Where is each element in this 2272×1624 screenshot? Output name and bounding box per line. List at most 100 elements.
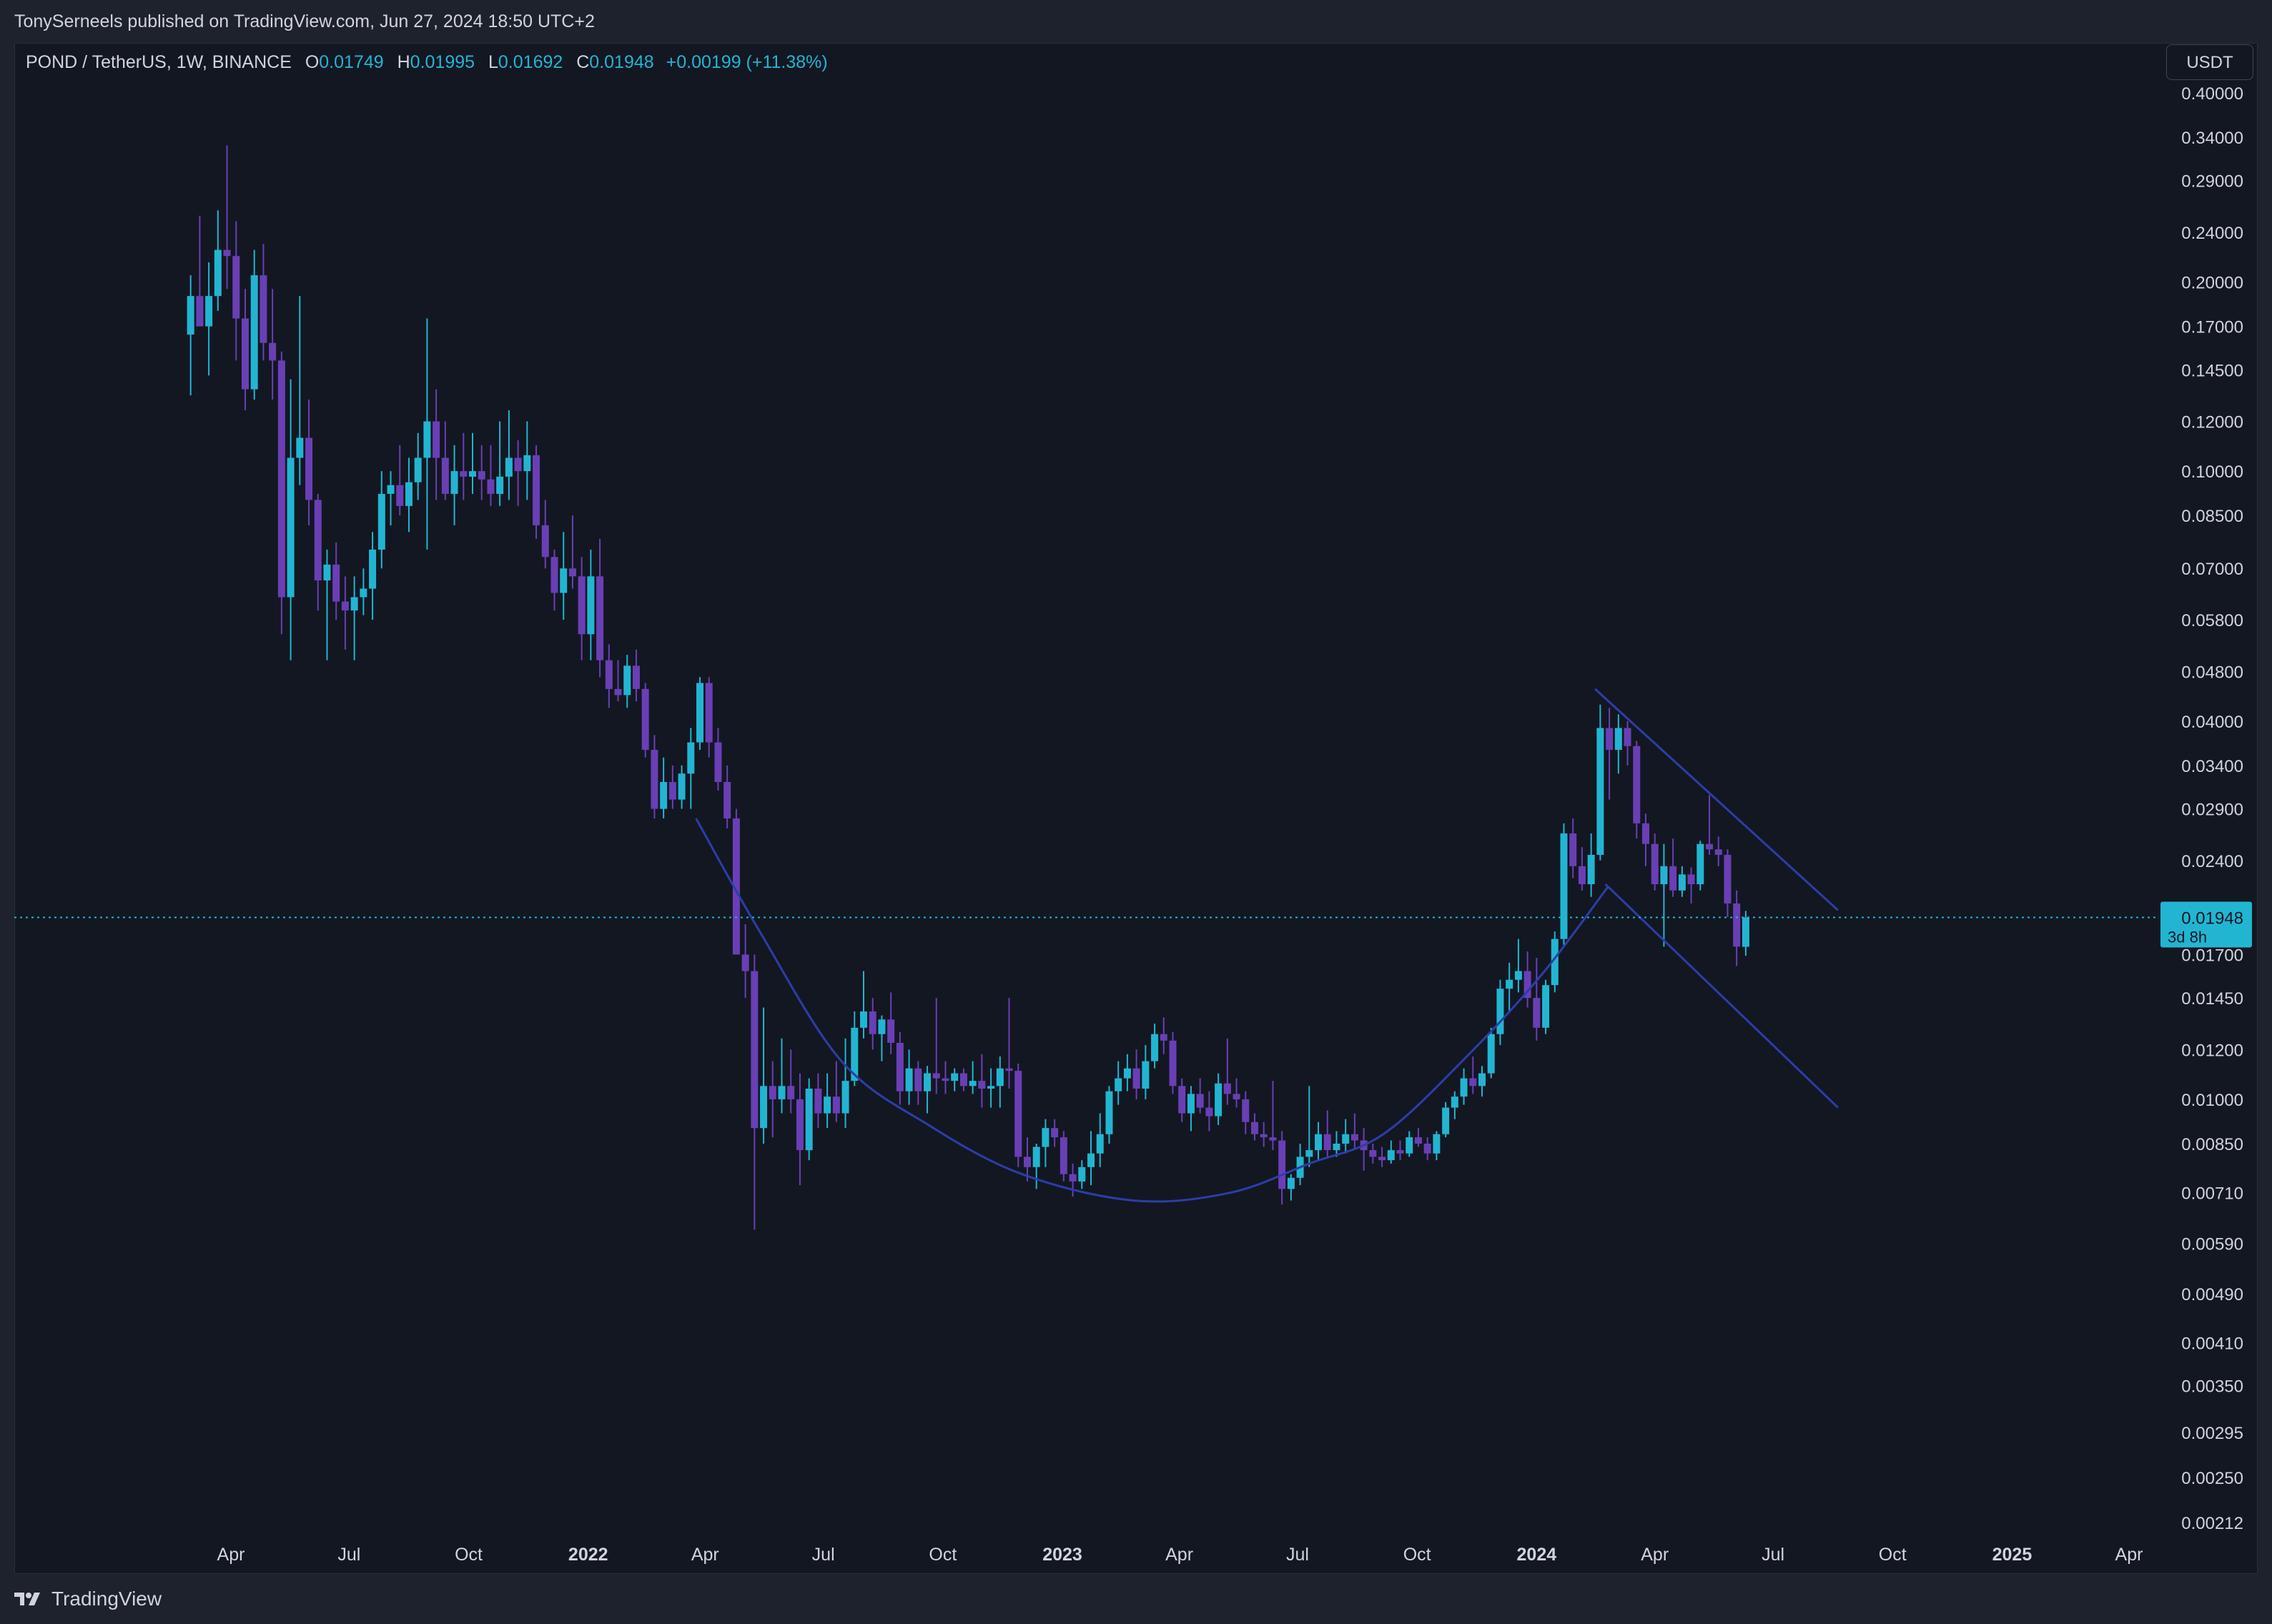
channel-upper-line	[1594, 688, 1839, 911]
candle-body	[1560, 833, 1568, 939]
candle-body	[1624, 728, 1631, 746]
candle-body	[305, 437, 313, 500]
candle-body	[223, 249, 231, 257]
y-axis-tick-label: 0.00250	[2181, 1469, 2243, 1488]
candle-body	[1687, 874, 1695, 885]
candle-body	[641, 688, 649, 751]
rounding-bottom-curve	[695, 818, 1609, 1203]
y-axis-tick-label: 0.03400	[2181, 757, 2243, 776]
candle-body	[814, 1088, 822, 1114]
y-axis-tick-label: 0.02900	[2181, 801, 2243, 820]
candle-body	[1423, 1143, 1431, 1154]
change-value: +0.00199 (+11.38%)	[666, 52, 828, 72]
candle-body	[660, 782, 668, 809]
candle-body	[860, 1011, 867, 1028]
y-axis-tick-label: 0.08500	[2181, 507, 2243, 526]
y-axis-tick-label: 0.01200	[2181, 1041, 2243, 1060]
footer: TradingView	[14, 1574, 162, 1624]
candle-body	[287, 457, 295, 598]
y-axis-tick-label: 0.29000	[2181, 172, 2243, 192]
published-text: TonySerneels published on TradingView.co…	[14, 11, 595, 31]
candle-body	[1023, 1157, 1031, 1167]
y-axis-tick-label: 0.05800	[2181, 611, 2243, 630]
candle-body	[987, 1086, 995, 1089]
candle-body	[1606, 728, 1614, 751]
candle-body	[951, 1073, 959, 1081]
candle-body	[1305, 1150, 1313, 1157]
candle-body	[1323, 1134, 1331, 1151]
candle-body	[696, 683, 704, 743]
candle-body	[187, 296, 194, 335]
x-axis-tick-label: Jul	[812, 1545, 835, 1565]
candle-body	[1278, 1140, 1286, 1189]
candle-body	[277, 360, 285, 598]
candle-body	[905, 1068, 913, 1091]
candle-body	[541, 525, 549, 558]
y-axis-tick-label: 0.10000	[2181, 462, 2243, 482]
candle-body	[560, 568, 568, 593]
candle-body	[705, 683, 713, 743]
candle-body	[1387, 1150, 1395, 1161]
candle-body	[1569, 833, 1577, 866]
candle-body	[1223, 1083, 1231, 1094]
footer-brand[interactable]: TradingView	[51, 1588, 162, 1610]
x-axis-tick-label: Oct	[1879, 1545, 1907, 1565]
candle-body	[1451, 1096, 1458, 1108]
candle-body	[1696, 843, 1704, 885]
candle-body	[1678, 874, 1686, 891]
candle-body	[878, 1019, 886, 1034]
y-axis-tick-label: 0.14500	[2181, 361, 2243, 380]
candle-body	[851, 1027, 859, 1081]
candle-body	[460, 471, 468, 477]
candle-body	[1469, 1078, 1477, 1086]
y-axis-tick-label: 0.17000	[2181, 318, 2243, 337]
candle-body	[1087, 1153, 1095, 1167]
candle-body	[869, 1011, 876, 1034]
candle-body	[1724, 854, 1732, 903]
candle-body	[1250, 1122, 1258, 1134]
candle-body	[1260, 1134, 1268, 1138]
candle-body	[1342, 1134, 1350, 1144]
candle-body	[1614, 728, 1622, 751]
high-label: H	[397, 52, 410, 72]
candle-body	[769, 1086, 776, 1099]
candle-body	[441, 457, 449, 494]
currency-button[interactable]: USDT	[2166, 44, 2253, 80]
high-value: 0.01995	[410, 52, 475, 72]
candle-body	[1169, 1040, 1177, 1086]
candle-body	[341, 601, 349, 611]
x-axis-tick-label: Oct	[455, 1545, 483, 1565]
candle-body	[323, 564, 331, 580]
last-price-tag	[2160, 901, 2252, 948]
candle-body	[932, 1073, 940, 1079]
x-axis-tick-label: 2024	[1517, 1545, 1557, 1565]
chart-pane[interactable]	[14, 43, 2258, 1574]
candle-body	[1651, 843, 1659, 885]
candle-body	[623, 665, 631, 695]
low-value: 0.01692	[498, 52, 563, 72]
candle-body	[450, 471, 458, 494]
candle-body	[469, 471, 477, 477]
candle-body	[751, 971, 759, 1129]
published-header: TonySerneels published on TradingView.co…	[0, 0, 2272, 43]
x-axis-tick-label: Apr	[217, 1545, 245, 1565]
y-axis-tick-label: 0.00710	[2181, 1184, 2243, 1204]
candle-body	[1742, 917, 1749, 947]
candle-body	[1233, 1094, 1240, 1099]
candle-body	[1714, 849, 1722, 855]
candle-body	[350, 597, 358, 611]
x-axis-tick-label: Apr	[2115, 1545, 2143, 1565]
candle-body	[741, 954, 749, 971]
candle-body	[1287, 1177, 1295, 1189]
candle-body	[1706, 843, 1714, 850]
candle-body	[1060, 1137, 1067, 1174]
candle-body	[377, 493, 385, 550]
y-axis-tick-label: 0.00850	[2181, 1135, 2243, 1154]
candle-body	[314, 500, 322, 580]
y-axis-tick-label: 0.00590	[2181, 1234, 2243, 1254]
candle-body	[1478, 1073, 1486, 1086]
candle-body	[1396, 1150, 1404, 1154]
open-label: O	[305, 52, 320, 72]
x-axis-tick-label: Apr	[1641, 1545, 1669, 1565]
